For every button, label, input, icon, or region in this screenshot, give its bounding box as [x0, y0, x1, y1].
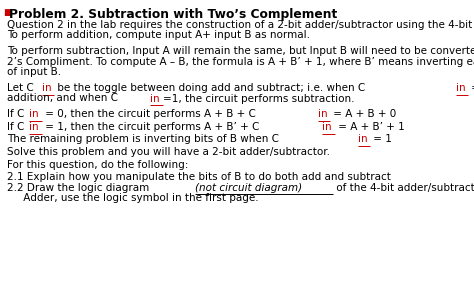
Text: of input B.: of input B. — [7, 67, 61, 77]
Text: in: in — [318, 109, 328, 119]
Text: in: in — [322, 122, 332, 132]
Text: in: in — [456, 83, 465, 93]
Text: of the 4-bit adder/subtractor. For the Full: of the 4-bit adder/subtractor. For the F… — [333, 183, 474, 193]
Text: If C: If C — [7, 109, 24, 119]
Text: in: in — [29, 122, 39, 132]
Text: Problem 2. Subtraction with Two’s Complement: Problem 2. Subtraction with Two’s Comple… — [9, 8, 337, 21]
Text: If C: If C — [7, 122, 24, 132]
Text: = 0, the circuit performs: = 0, the circuit performs — [468, 83, 474, 93]
Text: (not circuit diagram): (not circuit diagram) — [195, 183, 302, 193]
Text: ■: ■ — [3, 8, 11, 17]
Text: in: in — [29, 109, 39, 119]
Text: The remaining problem is inverting bits of B when C: The remaining problem is inverting bits … — [7, 135, 279, 144]
Text: = 1: = 1 — [370, 135, 392, 144]
Text: = A + B + 0: = A + B + 0 — [330, 109, 396, 119]
Text: in: in — [42, 83, 51, 93]
Text: addition, and when C: addition, and when C — [7, 93, 118, 104]
Text: 2.2 Draw the logic diagram: 2.2 Draw the logic diagram — [7, 183, 153, 193]
Text: in: in — [150, 93, 160, 104]
Text: Solve this problem and you will have a 2-bit adder/subtractor.: Solve this problem and you will have a 2… — [7, 147, 330, 157]
Text: To perform addition, compute input A+ input B as normal.: To perform addition, compute input A+ in… — [7, 30, 310, 41]
Text: Question 2 in the lab requires the construction of a 2-bit adder/subtractor usin: Question 2 in the lab requires the const… — [7, 20, 474, 30]
Text: = A + B’ + 1: = A + B’ + 1 — [335, 122, 404, 132]
Text: = 0, then the circuit performs A + B + C: = 0, then the circuit performs A + B + C — [42, 109, 255, 119]
Text: be the toggle between doing add and subtract; i.e. when C: be the toggle between doing add and subt… — [54, 83, 365, 93]
Text: 2.1 Explain how you manipulate the bits of B to do both add and subtract: 2.1 Explain how you manipulate the bits … — [7, 172, 391, 182]
Text: 2’s Compliment. To compute A – B, the formula is A + B’ + 1, where B’ means inve: 2’s Compliment. To compute A – B, the fo… — [7, 57, 474, 67]
Text: = 1, then the circuit performs A + B’ + C: = 1, then the circuit performs A + B’ + … — [42, 122, 259, 132]
Text: Let C: Let C — [7, 83, 34, 93]
Text: =1, the circuit performs subtraction.: =1, the circuit performs subtraction. — [163, 93, 354, 104]
Text: For this question, do the following:: For this question, do the following: — [7, 160, 188, 170]
Text: in: in — [358, 135, 368, 144]
Text: To perform subtraction, Input A will remain the same, but Input B will need to b: To perform subtraction, Input A will rem… — [7, 46, 474, 56]
Text: Adder, use the logic symbol in the first page.: Adder, use the logic symbol in the first… — [7, 193, 259, 203]
